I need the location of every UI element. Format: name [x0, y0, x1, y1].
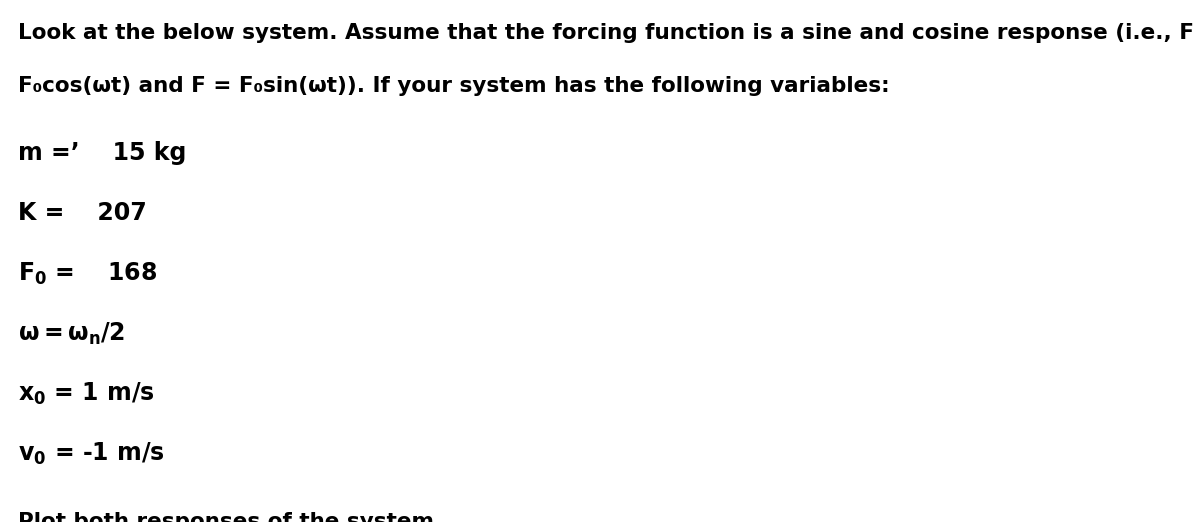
Text: $\mathbf{v_0}$ = -1 m/s: $\mathbf{v_0}$ = -1 m/s: [18, 441, 164, 467]
Text: K =    207: K = 207: [18, 201, 146, 225]
Text: $\mathbf{\omega = \omega_n/2}$: $\mathbf{\omega = \omega_n/2}$: [18, 321, 125, 347]
Text: $\mathbf{F_0}$ =    168: $\mathbf{F_0}$ = 168: [18, 261, 157, 287]
Text: Look at the below system. Assume that the forcing function is a sine and cosine : Look at the below system. Assume that th…: [18, 23, 1200, 43]
Text: m =ʼ    15 kg: m =ʼ 15 kg: [18, 141, 186, 165]
Text: Plot both responses of the system.: Plot both responses of the system.: [18, 512, 443, 522]
Text: $\mathbf{x_0}$ = 1 m/s: $\mathbf{x_0}$ = 1 m/s: [18, 381, 155, 407]
Text: F₀cos(ωt) and F = F₀sin(ωt)). If your system has the following variables:: F₀cos(ωt) and F = F₀sin(ωt)). If your sy…: [18, 76, 889, 96]
